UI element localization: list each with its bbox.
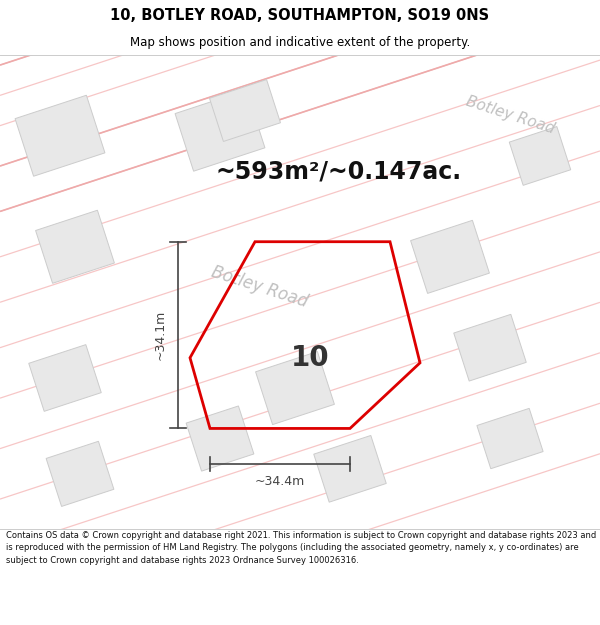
Text: Map shows position and indicative extent of the property.: Map shows position and indicative extent… [130,36,470,49]
Polygon shape [477,408,543,469]
Text: Contains OS data © Crown copyright and database right 2021. This information is : Contains OS data © Crown copyright and d… [6,531,596,564]
Text: Botley Road: Botley Road [209,263,311,311]
Polygon shape [15,95,105,176]
Polygon shape [314,436,386,502]
Text: Botley Road: Botley Road [464,94,556,137]
Text: ~34.1m: ~34.1m [154,310,167,360]
Polygon shape [454,314,526,381]
Polygon shape [35,210,115,283]
Polygon shape [209,79,280,141]
Text: ~34.4m: ~34.4m [255,476,305,489]
Text: 10, BOTLEY ROAD, SOUTHAMPTON, SO19 0NS: 10, BOTLEY ROAD, SOUTHAMPTON, SO19 0NS [110,8,490,23]
Polygon shape [175,90,265,171]
Text: 10: 10 [290,344,329,372]
Polygon shape [29,344,101,411]
Text: ~593m²/~0.147ac.: ~593m²/~0.147ac. [215,159,461,183]
Polygon shape [256,351,334,424]
Polygon shape [186,406,254,471]
Polygon shape [410,221,490,293]
Polygon shape [509,126,571,186]
Polygon shape [46,441,114,506]
